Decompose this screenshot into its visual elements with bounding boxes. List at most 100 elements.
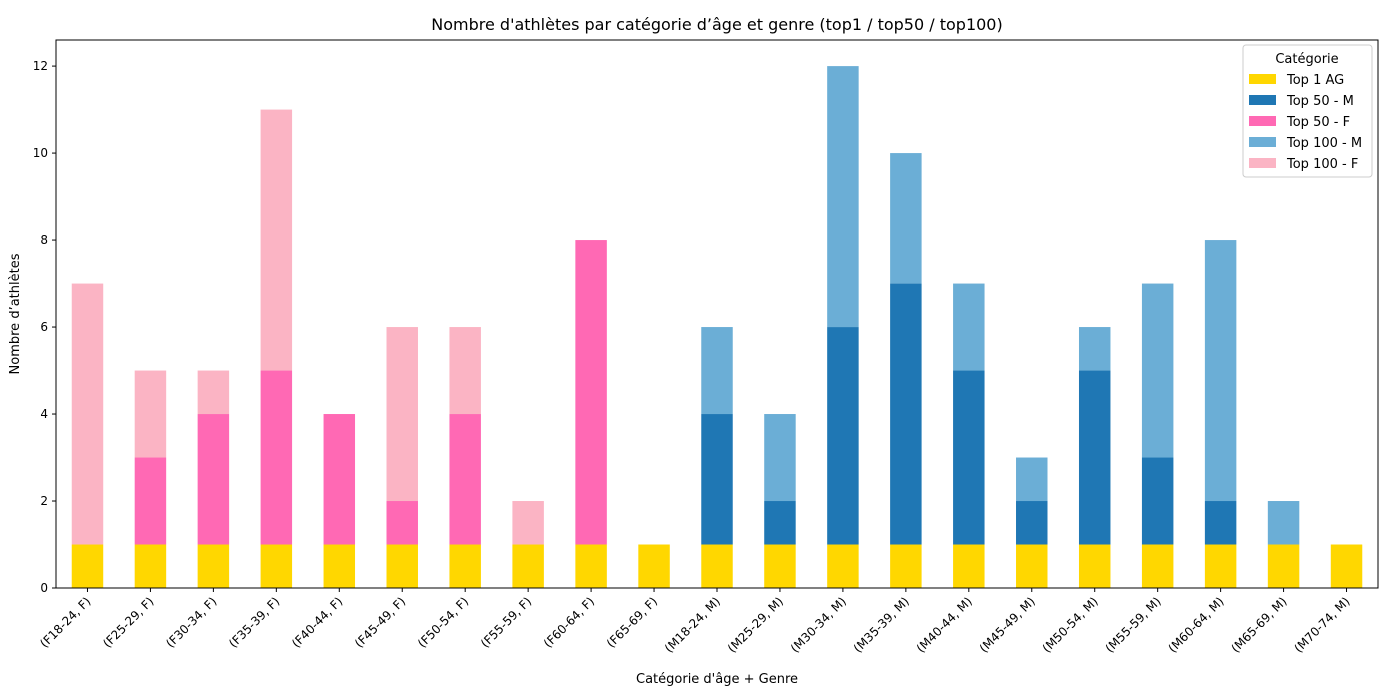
x-tick-label: (M45-49, M) <box>977 594 1038 655</box>
bar-segment <box>386 327 418 502</box>
bar-segment <box>197 414 230 545</box>
y-axis-title: Nombre d’athlètes <box>8 253 23 374</box>
bars-layer <box>71 66 1363 588</box>
bar-segment <box>1016 501 1048 545</box>
x-tick-label: (F25-29, F) <box>100 594 156 650</box>
y-tick-label: 8 <box>40 233 48 247</box>
y-tick-label: 0 <box>40 581 48 595</box>
y-tick-label: 10 <box>33 146 48 160</box>
y-tick-label: 12 <box>33 59 48 73</box>
bar-segment <box>1016 544 1048 588</box>
bar-segment <box>323 414 356 545</box>
bar-segment <box>890 283 922 545</box>
bar-segment <box>1330 544 1363 588</box>
x-tick-label: (F45-49, F) <box>352 594 408 650</box>
bar-segment <box>386 544 418 588</box>
legend-swatch <box>1249 95 1276 105</box>
bar-segment <box>512 544 544 588</box>
bar-segment <box>449 327 481 415</box>
x-tick-label: (F55-59, F) <box>478 594 534 650</box>
x-tick-label: (M50-54, M) <box>1040 594 1101 655</box>
chart-title: Nombre d'athlètes par catégorie d’âge et… <box>431 15 1002 34</box>
bar-segment <box>953 283 985 371</box>
x-tick-label: (F18-24, F) <box>37 594 93 650</box>
x-tick-label: (M30-34, M) <box>788 594 849 655</box>
legend-title: Catégorie <box>1275 52 1338 67</box>
bar-segment <box>575 240 607 545</box>
x-tick-label: (M65-69, M) <box>1228 594 1289 655</box>
bar-segment <box>953 544 985 588</box>
legend-swatch <box>1249 137 1276 147</box>
bar-segment <box>1204 501 1237 545</box>
x-tick-label: (F30-34, F) <box>163 594 219 650</box>
legend-swatch <box>1249 116 1276 126</box>
bar-segment <box>260 370 293 545</box>
x-tick-label: (M40-44, M) <box>914 594 975 655</box>
bar-segment <box>890 153 922 284</box>
x-tick-label: (M18-24, M) <box>662 594 723 655</box>
x-tick-label: (M35-39, M) <box>851 594 912 655</box>
x-axis-title: Catégorie d'âge + Genre <box>636 672 798 687</box>
bar-segment <box>134 370 167 458</box>
y-tick-label: 6 <box>40 320 48 334</box>
legend-swatch <box>1249 74 1276 84</box>
legend-items: Top 1 AG Top 50 - M Top 50 - F Top 100 - M T… <box>1249 73 1362 172</box>
bar-segment <box>1141 457 1174 545</box>
x-tick-label: (F60-64, F) <box>541 594 597 650</box>
bar-segment <box>1267 544 1300 588</box>
y-tick-label: 2 <box>40 494 48 508</box>
legend-swatch <box>1249 158 1276 168</box>
bar-segment <box>701 544 733 588</box>
bar-segment <box>260 544 293 588</box>
bar-segment <box>827 544 859 588</box>
x-tick-label: (M55-59, M) <box>1103 594 1164 655</box>
bar-segment <box>827 327 859 545</box>
bar-segment <box>827 66 859 328</box>
x-tick-label: (F65-69, F) <box>604 594 660 650</box>
x-tick-label: (F40-44, F) <box>289 594 345 650</box>
bar-segment <box>1016 457 1048 502</box>
bar-segment <box>1267 501 1300 545</box>
bar-segment <box>764 501 796 545</box>
bar-segment <box>1141 544 1174 588</box>
y-tick-label: 4 <box>40 407 48 421</box>
bar-segment <box>134 544 167 588</box>
bar-segment <box>890 544 922 588</box>
bar-segment <box>953 370 985 545</box>
bar-segment <box>197 370 230 415</box>
bar-segment <box>71 544 104 588</box>
legend-label: Top 1 AG <box>1286 73 1344 88</box>
legend-label: Top 50 - M <box>1286 94 1354 109</box>
bar-segment <box>764 414 796 502</box>
bar-segment <box>323 544 356 588</box>
bar-segment <box>197 544 230 588</box>
bar-segment <box>1078 327 1111 371</box>
legend-label: Top 50 - F <box>1286 115 1350 130</box>
bar-segment <box>701 414 733 545</box>
legend-label: Top 100 - M <box>1286 136 1362 151</box>
bar-segment <box>701 327 733 415</box>
bar-segment <box>512 501 544 545</box>
x-tick-label: (F50-54, F) <box>415 594 471 650</box>
bar-segment <box>134 457 167 545</box>
bar-segment <box>1204 544 1237 588</box>
legend-label: Top 100 - F <box>1286 157 1358 172</box>
bar-segment <box>1078 544 1111 588</box>
bar-segment <box>71 283 104 545</box>
bar-segment <box>449 544 481 588</box>
bar-segment <box>386 501 418 545</box>
x-tick-label: (F35-39, F) <box>226 594 282 650</box>
bar-segment <box>638 544 670 588</box>
bar-segment <box>1204 240 1237 502</box>
bar-segment <box>1078 370 1111 545</box>
bar-segment <box>449 414 481 545</box>
bar-segment <box>575 544 607 588</box>
x-tick-label: (M60-64, M) <box>1166 594 1227 655</box>
bar-segment <box>1141 283 1174 458</box>
x-tick-label: (M25-29, M) <box>725 594 786 655</box>
bar-segment <box>260 109 293 371</box>
bar-segment <box>764 544 796 588</box>
